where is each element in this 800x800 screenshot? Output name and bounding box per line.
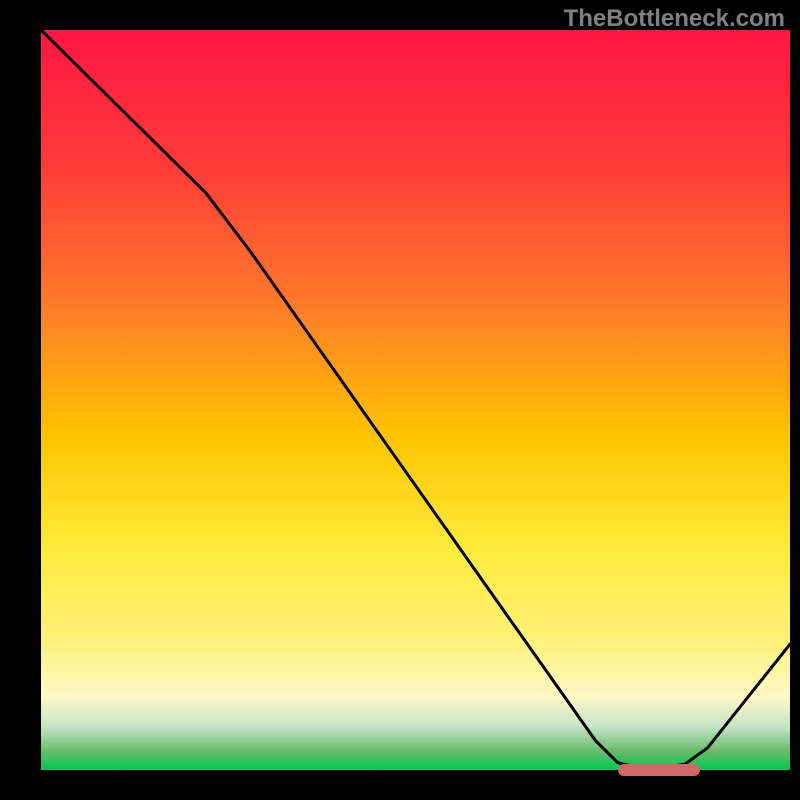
watermark-text: TheBottleneck.com <box>564 5 785 33</box>
chart-container: TheBottleneck.com <box>0 0 800 800</box>
optimum-marker <box>618 764 700 776</box>
plot-area <box>41 30 790 770</box>
curve-overlay <box>41 30 790 770</box>
